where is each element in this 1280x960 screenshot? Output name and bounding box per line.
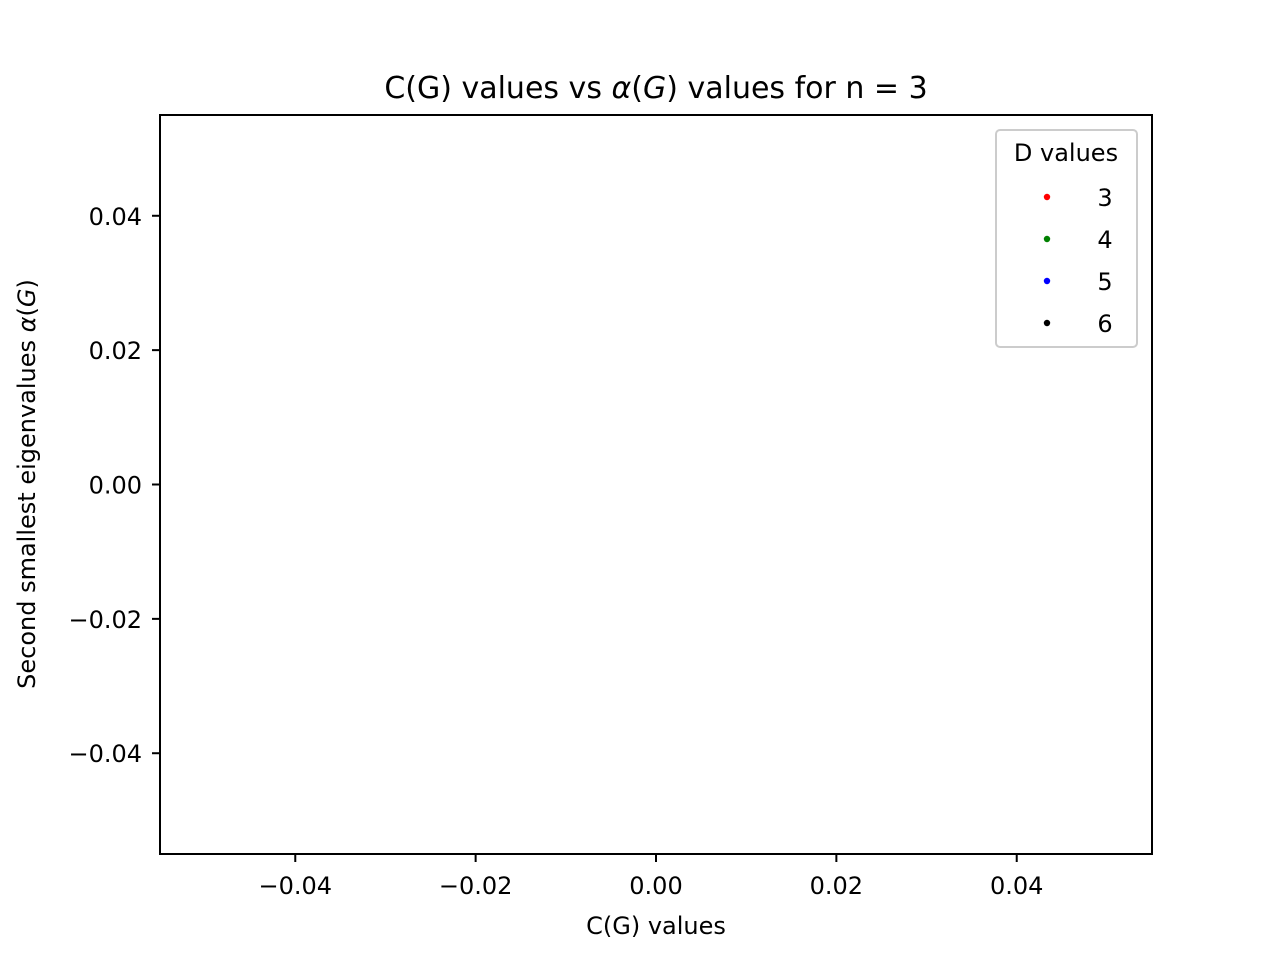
chart-title: C(G) values vs α(G) values for n = 3 [384,71,927,106]
legend-entries: 3 4 5 6 [1043,184,1113,338]
x-axis-ticks: −0.04 −0.02 0.00 0.02 0.04 [258,854,1043,900]
legend-marker [1043,193,1051,201]
y-axis-label-alpha: α [13,316,41,332]
x-axis-label: C(G) values [586,912,726,940]
legend-title: D values [1014,139,1118,167]
legend-label: 4 [1097,226,1112,254]
plot-frame [159,114,1153,855]
y-tick-label: 0.04 [89,203,142,231]
x-tick-label: −0.02 [439,872,513,900]
y-axis-label-open: ( [13,307,41,316]
y-axis-ticks: −0.04 −0.02 0.00 0.02 0.04 [68,203,160,768]
y-tick-label: −0.02 [68,606,142,634]
legend-marker [1043,235,1051,243]
x-tick-label: 0.02 [810,872,863,900]
chart-title-alpha: α [611,71,631,106]
chart-title-var: G [643,71,666,106]
x-tick-label: −0.04 [258,872,332,900]
y-tick-label: 0.02 [89,337,142,365]
y-tick-label: −0.04 [68,740,142,768]
legend-label: 6 [1097,310,1112,338]
y-axis-label: Second smallest eigenvalues α(G) [13,279,41,689]
y-axis-label-close: ) [13,279,41,288]
legend-box [995,129,1138,348]
x-tick-label: 0.04 [990,872,1043,900]
y-axis-label-var: G [13,289,41,308]
legend-marker [1043,319,1051,327]
y-tick-label: 0.00 [89,472,142,500]
chart-title-open: ( [631,71,643,106]
y-axis-label-text: Second smallest eigenvalues [13,332,41,689]
chart-title-text: C(G) values vs [384,71,611,106]
legend: D values 3 4 5 6 [995,129,1138,348]
legend-label: 3 [1097,184,1112,212]
x-tick-label: 0.00 [629,872,682,900]
legend-marker [1043,277,1051,285]
legend-label: 5 [1097,268,1112,296]
chart-title-rest: ) values for n = 3 [666,71,927,106]
